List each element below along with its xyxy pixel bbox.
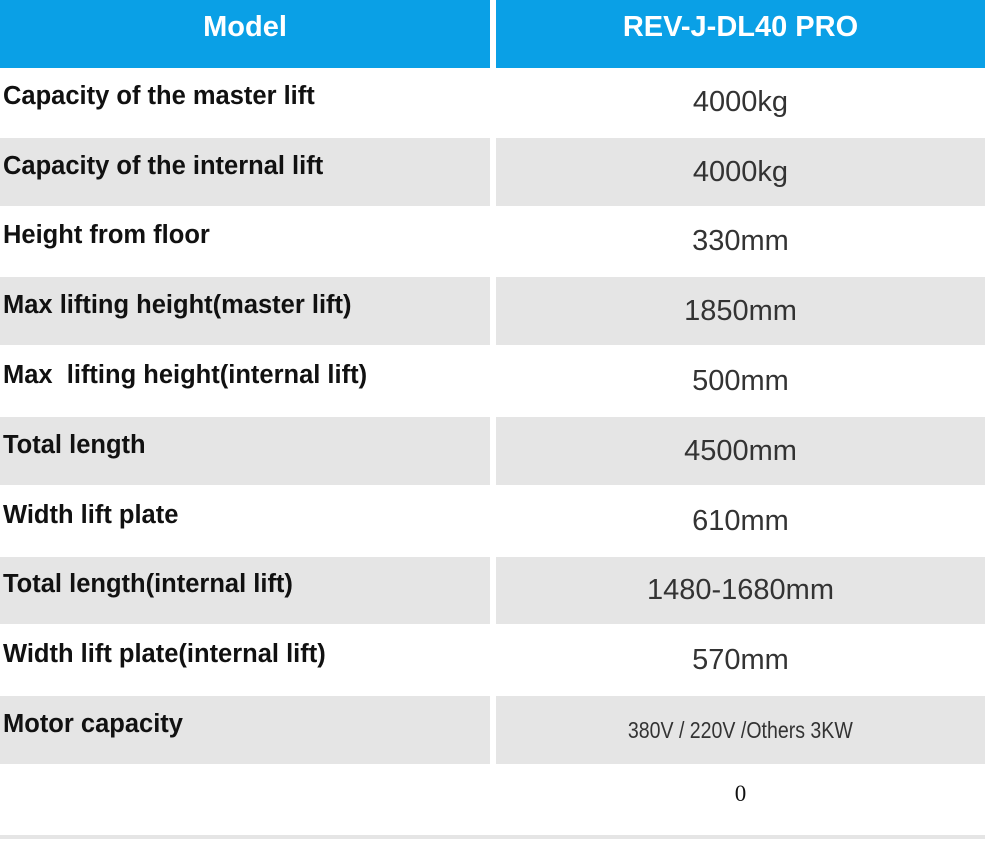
row-label: Width lift plate(internal lift) (3, 639, 326, 668)
row-label: Width lift plate (3, 500, 179, 529)
row-value: 610mm (692, 504, 789, 537)
header-cell: REV-J-DL40 PRO (496, 0, 985, 68)
row-value: 4500mm (496, 417, 985, 485)
row-label: Capacity of the master lift (3, 81, 315, 110)
header-cell: Model (0, 0, 490, 68)
row-label: Total length(internal lift) (0, 557, 490, 624)
row-label: Total length (0, 417, 490, 485)
row-label: Capacity of the internal lift (0, 138, 490, 206)
row-label: Max lifting height(internal lift) (3, 360, 368, 389)
row-value: 570mm (692, 643, 789, 676)
row-label: Max lifting height(master lift) (0, 277, 490, 345)
row-value: 4000kg (692, 85, 789, 118)
row-value: 1480-1680mm (496, 557, 985, 624)
bottom-rule (0, 835, 985, 839)
row-value: 380V / 220V /Others 3KW (496, 696, 985, 764)
row-value: 1850mm (496, 277, 985, 345)
row-value: 330mm (692, 225, 789, 257)
row-label: Motor capacity (0, 696, 490, 764)
row-value: 500mm (692, 364, 789, 397)
row-value: 0 (734, 781, 747, 806)
row-label (0, 766, 490, 834)
row-value: 4000kg (496, 138, 985, 206)
row-label: Height from floor (3, 221, 210, 249)
